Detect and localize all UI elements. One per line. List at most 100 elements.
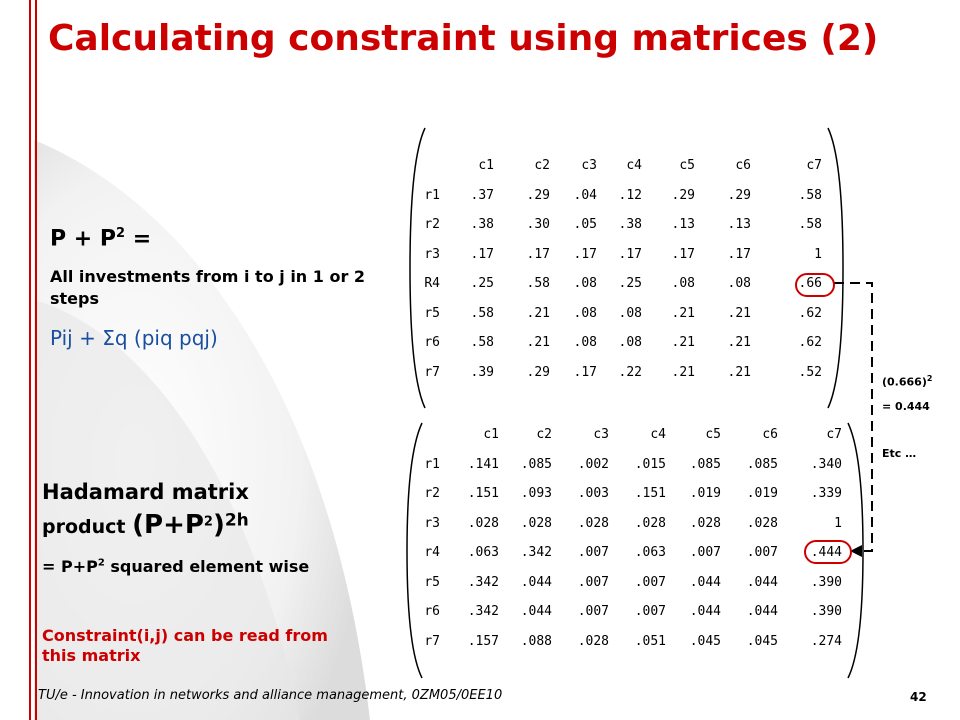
row-label: r6 <box>424 604 440 619</box>
footer-text: TU/e - Innovation in networks and allian… <box>38 688 503 703</box>
matrix-cell: .044 <box>520 604 552 619</box>
matrix-cell: .25 <box>618 276 642 291</box>
annotation-etc: Etc … <box>882 447 917 460</box>
matrix-cell: .29 <box>727 187 751 203</box>
matrix-cell: .17 <box>526 246 550 262</box>
matrix-cell: .17 <box>573 364 597 380</box>
matrix-cell: .29 <box>526 364 550 380</box>
matrix-cell: .051 <box>634 633 666 649</box>
matrix-cell: .12 <box>618 187 642 203</box>
column-header: c4 <box>650 427 666 442</box>
matrix-cell: .29 <box>671 187 695 203</box>
annotation-square-base: (0.666) <box>882 375 927 389</box>
matrix-cell: .044 <box>520 574 552 590</box>
row-label: r2 <box>424 486 440 501</box>
matrix-cell: .339 <box>810 486 842 501</box>
matrix-cell: .151 <box>467 486 499 501</box>
matrix-cell: .028 <box>634 515 666 531</box>
matrix-cell: .30 <box>526 217 550 232</box>
constraint-note: Constraint(i,j) can be read from this ma… <box>42 626 328 665</box>
matrix-cell: .019 <box>746 486 778 501</box>
row-label: r1 <box>424 456 440 472</box>
matrix-cell: .044 <box>746 604 778 619</box>
formula-superscript: 2 <box>116 226 126 241</box>
matrix-cell: .002 <box>577 456 609 472</box>
matrix-cell: .38 <box>470 217 494 232</box>
matrix-cell: .58 <box>798 217 822 232</box>
matrix-cell: .274 <box>810 633 842 649</box>
hadamard-explanation-b: squared element wise <box>104 557 310 576</box>
pij-formula: Pij + Σq (piq pqj) <box>50 326 218 350</box>
row-label: r4 <box>424 545 440 560</box>
hadamard-explanation-sup: 2 <box>97 557 105 569</box>
annotation-square-sup: 2 <box>926 374 933 383</box>
matrix-cell: .007 <box>689 545 721 560</box>
matrix-cell: 1 <box>814 246 822 262</box>
matrix-cell: .62 <box>798 305 822 321</box>
matrix-cell: .007 <box>577 604 609 619</box>
hadamard-heading: Hadamard matrix <box>42 480 249 504</box>
matrix-cell: .58 <box>470 335 494 350</box>
matrix-cell: .045 <box>746 633 778 649</box>
matrix-cell: .58 <box>526 276 550 291</box>
hadamard-sup-1: 2 <box>203 514 213 530</box>
matrix-cell: .08 <box>618 305 642 321</box>
matrix-cell: .342 <box>467 604 499 619</box>
row-label: r1 <box>424 187 440 203</box>
matrix-cell: .21 <box>727 335 751 350</box>
matrix-cell: .17 <box>671 246 695 262</box>
pij-rest: q (piq pqj) <box>114 326 218 350</box>
matrix-cell: .157 <box>467 633 499 649</box>
matrix-cell: .044 <box>746 574 778 590</box>
formula-description: All investments from i to j in 1 or 2 st… <box>50 267 366 308</box>
matrix-cell: .085 <box>746 456 778 472</box>
matrix-cell: .08 <box>671 276 695 291</box>
accent-line-left <box>29 0 31 720</box>
matrix-cell: .044 <box>689 604 721 619</box>
matrix-cell: .028 <box>520 515 552 531</box>
matrix-cell: .028 <box>577 633 609 649</box>
matrix-cell: .05 <box>573 217 597 232</box>
hadamard-product-label: product <box>42 516 133 538</box>
matrix-cell: .13 <box>727 217 751 232</box>
matrix-cell: .007 <box>577 545 609 560</box>
matrix-cell: .22 <box>618 364 642 380</box>
matrix-cell: .21 <box>526 335 550 350</box>
matrix-cell: .085 <box>689 456 721 472</box>
page-title: Calculating constraint using matrices (2… <box>48 18 879 59</box>
row-label: r5 <box>424 574 440 590</box>
column-header: c2 <box>534 158 550 173</box>
matrix-cell: .21 <box>727 305 751 321</box>
annotation-square: (0.666)2 <box>882 374 932 389</box>
highlight-r4-c7-matrix1 <box>795 273 835 297</box>
hadamard-sup-2: 2h <box>224 510 249 531</box>
column-header: c5 <box>679 158 695 173</box>
highlight-r4-c7-matrix2 <box>804 540 852 564</box>
matrix-cell: .29 <box>526 187 550 203</box>
matrix-cell: .015 <box>634 456 666 472</box>
matrix-cell: .17 <box>727 246 751 262</box>
column-header: c2 <box>536 427 552 442</box>
matrix-cell: .08 <box>727 276 751 291</box>
annotation-result: = 0.444 <box>882 400 930 413</box>
column-header: c3 <box>593 427 609 442</box>
column-header: c4 <box>626 158 642 173</box>
column-header: c3 <box>581 158 597 173</box>
row-label: r3 <box>424 515 440 531</box>
matrix-cell: .007 <box>634 574 666 590</box>
row-label: r7 <box>424 633 440 649</box>
pij-text: Pij + <box>50 326 103 350</box>
matrix-cell: .390 <box>810 604 842 619</box>
hadamard-expression: (P+P <box>132 510 204 540</box>
matrix-cell: .045 <box>689 633 721 649</box>
hadamard-explanation-a: = P+P <box>42 557 98 576</box>
matrix-cell: .21 <box>671 335 695 350</box>
matrix-cell: .028 <box>746 515 778 531</box>
hadamard-product: product (P+P2)2h <box>42 510 249 540</box>
matrix-cell: .58 <box>798 187 822 203</box>
matrix-cell: .04 <box>573 187 597 203</box>
row-label: r3 <box>424 246 440 262</box>
matrix-cell: .21 <box>526 305 550 321</box>
matrix-cell: .08 <box>573 305 597 321</box>
row-label: r7 <box>424 364 440 380</box>
